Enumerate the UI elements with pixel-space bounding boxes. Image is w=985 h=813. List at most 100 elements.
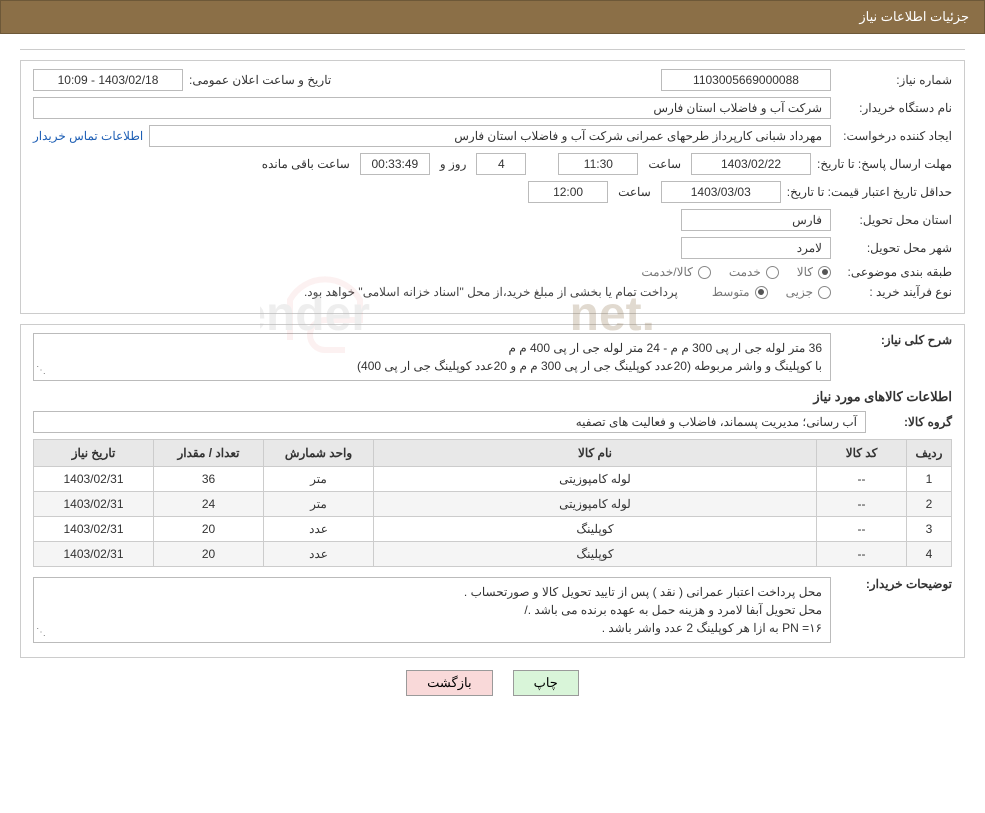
purchase-type-label: نوع فرآیند خرید : [837,285,952,299]
cell-unit: متر [264,467,374,492]
print-button[interactable]: چاپ [513,670,579,696]
radio-goods[interactable]: کالا [797,265,831,279]
row-need-no: شماره نیاز: 1103005669000088 تاریخ و ساع… [33,69,952,91]
time-label-1: ساعت [648,157,681,171]
cell-code: -- [817,467,907,492]
deadline-time-field: 11:30 [558,153,638,175]
th-unit: واحد شمارش [264,440,374,467]
deadline-label: مهلت ارسال پاسخ: تا تاریخ: [817,157,952,171]
remaining-label: ساعت باقی مانده [262,157,350,171]
row-price-valid: حداقل تاریخ اعتبار قیمت: تا تاریخ: 1403/… [33,181,952,203]
cell-code: -- [817,542,907,567]
table-row: 1--لوله کامپوزیتیمتر361403/02/31 [34,467,952,492]
th-code: کد کالا [817,440,907,467]
resize-icon-2: ⋰ [36,625,46,640]
items-table: ردیف کد کالا نام کالا واحد شمارش تعداد /… [33,439,952,567]
table-row: 3--کوپلینگعدد201403/02/31 [34,517,952,542]
cell-date: 1403/02/31 [34,492,154,517]
row-city: شهر محل تحویل: لامرد [33,237,952,259]
button-row: چاپ بازگشت [0,670,985,696]
purchase-note: پرداخت تمام یا بخشی از مبلغ خرید،از محل … [304,285,680,299]
cell-n: 1 [907,467,952,492]
desc-textarea[interactable]: 36 متر لوله جی ار پی 300 م م - 24 متر لو… [33,333,831,381]
page-header: جزئیات اطلاعات نیاز [0,0,985,34]
radio-goods-service[interactable]: کالا/خدمت [641,265,710,279]
info-panel: شماره نیاز: 1103005669000088 تاریخ و ساع… [20,60,965,314]
row-purchase-type: نوع فرآیند خرید : جزیی متوسط پرداخت تمام… [33,285,952,299]
cell-unit: عدد [264,542,374,567]
province-field: فارس [681,209,831,231]
time-label-2: ساعت [618,185,651,199]
announce-field: 1403/02/18 - 10:09 [33,69,183,91]
items-table-container: ردیف کد کالا نام کالا واحد شمارش تعداد /… [33,439,952,567]
row-category: طبقه بندی موضوعی: کالا خدمت کالا/خدمت [33,265,952,279]
row-buyer-notes: توضیحات خریدار: محل پرداخت اعتبار عمرانی… [33,577,952,643]
cell-qty: 20 [154,542,264,567]
radio-medium[interactable]: متوسط [712,285,768,299]
group-label: گروه کالا: [872,415,952,429]
need-no-label: شماره نیاز: [837,73,952,87]
announce-label: تاریخ و ساعت اعلان عمومی: [189,73,331,87]
radio-medium-circle [755,286,768,299]
back-button[interactable]: بازگشت [406,670,492,696]
row-requester: ایجاد کننده درخواست: مهرداد شبانی کارپرد… [33,125,952,147]
resize-icon: ⋰ [36,363,46,378]
buyer-org-field: شرکت آب و فاضلاب استان فارس [33,97,831,119]
cell-unit: متر [264,492,374,517]
requester-label: ایجاد کننده درخواست: [837,129,952,143]
radio-partial[interactable]: جزیی [786,285,831,299]
cell-code: -- [817,492,907,517]
radio-service[interactable]: خدمت [729,265,779,279]
items-section-title: اطلاعات کالاهای مورد نیاز [33,389,952,405]
contact-link[interactable]: اطلاعات تماس خریدار [33,129,143,143]
divider [20,49,965,50]
cell-unit: عدد [264,517,374,542]
radio-service-circle [766,266,779,279]
row-desc: شرح کلی نیاز: 36 متر لوله جی ار پی 300 م… [33,333,952,381]
radio-gs-circle [698,266,711,279]
group-field: آب رسانی؛ مدیریت پسماند، فاضلاب و فعالیت… [33,411,866,433]
cell-code: -- [817,517,907,542]
province-label: استان محل تحویل: [837,213,952,227]
city-label: شهر محل تحویل: [837,241,952,255]
days-remaining-field: 4 [476,153,526,175]
price-valid-time-field: 12:00 [528,181,608,203]
cell-name: لوله کامپوزیتی [374,467,817,492]
price-valid-date-field: 1403/03/03 [661,181,781,203]
table-row: 4--کوپلینگعدد201403/02/31 [34,542,952,567]
buyer-notes-textarea[interactable]: محل پرداخت اعتبار عمرانی ( نقد ) پس از ت… [33,577,831,643]
desc-panel: شرح کلی نیاز: 36 متر لوله جی ار پی 300 م… [20,324,965,658]
cell-n: 2 [907,492,952,517]
th-name: نام کالا [374,440,817,467]
buyer-org-label: نام دستگاه خریدار: [837,101,952,115]
category-label: طبقه بندی موضوعی: [837,265,952,279]
cell-name: کوپلینگ [374,542,817,567]
cell-date: 1403/02/31 [34,467,154,492]
page-title: جزئیات اطلاعات نیاز [859,9,969,24]
cell-qty: 20 [154,517,264,542]
countdown-field: 00:33:49 [360,153,430,175]
need-no-field: 1103005669000088 [661,69,831,91]
cell-name: لوله کامپوزیتی [374,492,817,517]
price-valid-label: حداقل تاریخ اعتبار قیمت: تا تاریخ: [787,185,952,199]
th-date: تاریخ نیاز [34,440,154,467]
cell-name: کوپلینگ [374,517,817,542]
cell-qty: 36 [154,467,264,492]
th-row: ردیف [907,440,952,467]
row-group: گروه کالا: آب رسانی؛ مدیریت پسماند، فاضل… [33,411,952,433]
cell-date: 1403/02/31 [34,542,154,567]
requester-field: مهرداد شبانی کارپرداز طرحهای عمرانی شرکت… [149,125,831,147]
th-qty: تعداد / مقدار [154,440,264,467]
city-field: لامرد [681,237,831,259]
row-deadline: مهلت ارسال پاسخ: تا تاریخ: 1403/02/22 سا… [33,153,952,175]
desc-label: شرح کلی نیاز: [837,333,952,347]
radio-partial-circle [818,286,831,299]
table-row: 2--لوله کامپوزیتیمتر241403/02/31 [34,492,952,517]
deadline-date-field: 1403/02/22 [691,153,811,175]
cell-n: 4 [907,542,952,567]
days-label: روز و [440,157,467,171]
row-province: استان محل تحویل: فارس [33,209,952,231]
cell-qty: 24 [154,492,264,517]
row-buyer-org: نام دستگاه خریدار: شرکت آب و فاضلاب استا… [33,97,952,119]
cell-date: 1403/02/31 [34,517,154,542]
